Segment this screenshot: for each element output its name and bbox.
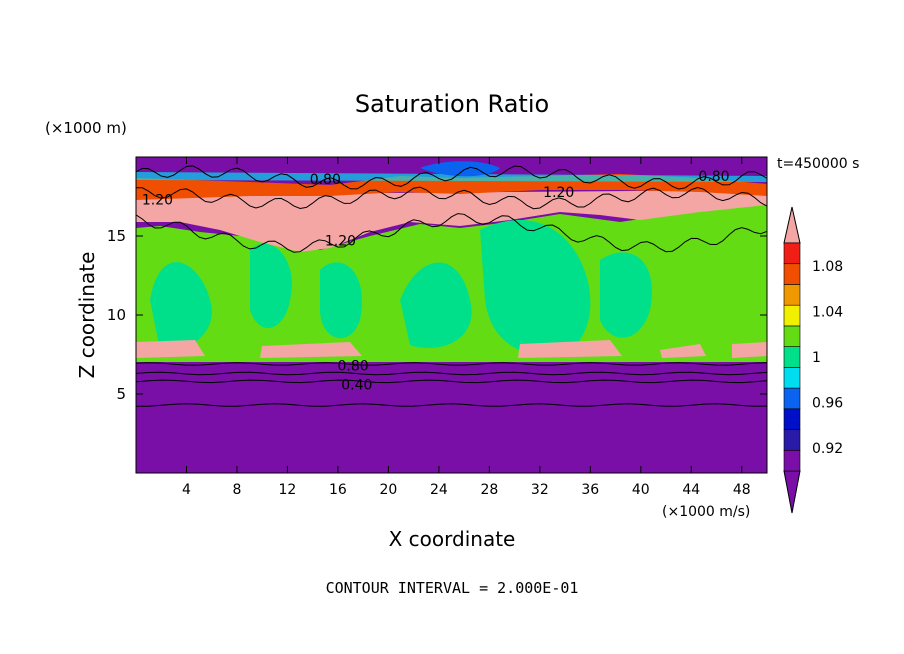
- contour-line: [136, 362, 767, 366]
- contour-label: 1.20: [325, 234, 356, 250]
- contour-label: 0.80: [698, 169, 729, 185]
- x-tick-label: 8: [232, 482, 241, 498]
- x-tick-label: 40: [632, 482, 650, 498]
- field-lower-pink: [136, 340, 767, 358]
- colorbar-swatch: [783, 387, 801, 410]
- contour-line: [136, 186, 767, 210]
- contour-line: [136, 403, 767, 407]
- contour-label: 0.80: [310, 172, 341, 188]
- contour-lines: [136, 165, 767, 407]
- contour-labels: 0.80 0.80 1.20 1.20 1.20 0.80 0.40: [142, 169, 730, 394]
- colorbar-swatch: [783, 263, 801, 285]
- x-tick-label: 16: [329, 482, 347, 498]
- colorbar-tick-label: 0.96: [812, 396, 843, 412]
- x-tick-label: 12: [279, 482, 297, 498]
- x-tick-label: 48: [733, 482, 751, 498]
- x-tick-label: 36: [581, 482, 599, 498]
- y-tick-label: 10: [107, 306, 126, 324]
- y-axis: 5 10 15: [107, 227, 767, 403]
- contour-label: 0.80: [337, 359, 368, 375]
- colorbar-tick-label: 1.08: [812, 259, 843, 275]
- colorbar-swatch: [783, 449, 801, 472]
- y-axis-label: Z coordinate: [75, 252, 99, 379]
- y-unit-label: (×1000 m): [45, 119, 127, 137]
- contour-label: 0.40: [341, 378, 372, 394]
- colorbar-tick-label: 1: [812, 350, 821, 366]
- x-tick-label: 32: [531, 482, 549, 498]
- contour-label: 1.20: [543, 185, 574, 201]
- colorbar-tick-label: 1.04: [812, 304, 843, 320]
- colorbar-swatch: [783, 304, 801, 327]
- colorbar-swatch: [783, 367, 801, 389]
- contour-interval-note: CONTOUR INTERVAL = 2.000E-01: [326, 579, 579, 597]
- colorbar-swatch: [783, 325, 801, 347]
- field-lower-dry: [136, 362, 767, 473]
- colorbar-swatch: [783, 346, 801, 368]
- contour-label: 1.20: [142, 193, 173, 209]
- contour-line: [136, 165, 767, 190]
- colorbar-swatch: [783, 408, 801, 430]
- x-tick-label: 24: [430, 482, 448, 498]
- colorbar-over-arrow: [783, 206, 801, 244]
- x-tick-label: 4: [182, 482, 191, 498]
- x-tick-label: 44: [682, 482, 700, 498]
- field-top-blue-patch: [420, 161, 500, 177]
- x-tick-label: 28: [480, 482, 498, 498]
- x-axis-label: X coordinate: [389, 527, 516, 551]
- colorbar: 0.92 0.96 1 1.04 1.08: [783, 206, 843, 514]
- colorbar-tick-label: 0.92: [812, 441, 843, 457]
- chart-title: Saturation Ratio: [355, 90, 549, 118]
- field-teal-patches: [150, 220, 652, 356]
- contour-line: [136, 371, 767, 376]
- contour-line: [136, 379, 767, 384]
- colorbar-swatch: [783, 429, 801, 451]
- colorbar-under-arrow: [783, 470, 801, 514]
- plot-area: [136, 157, 767, 473]
- colorbar-swatch: [783, 242, 801, 265]
- colorbar-swatch: [783, 284, 801, 306]
- y-tick-label: 5: [116, 385, 126, 403]
- time-label: t=450000 s: [777, 156, 859, 172]
- x-tick-label: 20: [379, 482, 397, 498]
- x-axis: 4 8 12 16 20 24 28 32 36 40 44 48: [182, 157, 751, 498]
- contour-line: [136, 213, 767, 253]
- x-unit-label: (×1000 m/s): [662, 504, 750, 520]
- y-tick-label: 15: [107, 227, 126, 245]
